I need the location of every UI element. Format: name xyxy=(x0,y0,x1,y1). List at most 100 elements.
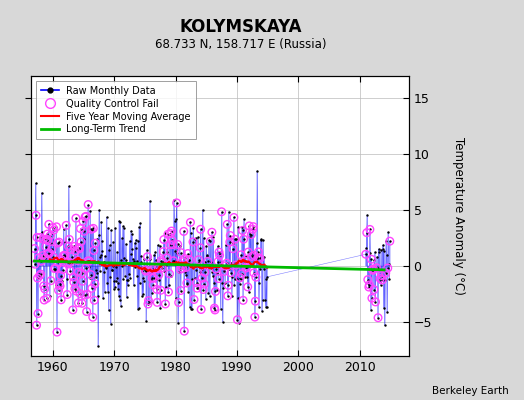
Point xyxy=(40,297,48,303)
Point xyxy=(64,243,72,249)
Point xyxy=(198,266,206,272)
Point xyxy=(43,231,51,237)
Point xyxy=(253,168,261,174)
Point xyxy=(188,306,196,312)
Point xyxy=(222,242,230,248)
Point xyxy=(112,264,121,270)
Point xyxy=(86,272,95,278)
Point xyxy=(66,268,74,274)
Point xyxy=(186,219,194,226)
Point xyxy=(244,284,252,290)
Point xyxy=(194,256,203,263)
Point xyxy=(242,253,250,259)
Point xyxy=(366,250,375,256)
Point xyxy=(210,305,219,311)
Point xyxy=(159,259,167,265)
Point xyxy=(83,258,92,264)
Point xyxy=(64,243,72,249)
Point xyxy=(95,207,104,213)
Point xyxy=(199,286,208,293)
Point xyxy=(211,288,220,295)
Point xyxy=(254,255,262,261)
Point xyxy=(212,266,220,272)
Point xyxy=(78,270,86,276)
Point xyxy=(162,284,171,290)
Point xyxy=(144,298,152,304)
Point xyxy=(59,253,67,259)
Point xyxy=(149,275,158,281)
Point xyxy=(31,261,39,268)
Point xyxy=(223,260,231,266)
Point xyxy=(87,226,95,232)
Point xyxy=(97,218,106,225)
Point xyxy=(177,250,185,256)
Point xyxy=(66,268,74,274)
Point xyxy=(209,273,217,280)
Point xyxy=(375,279,384,285)
Point xyxy=(206,238,214,244)
Point xyxy=(96,254,105,260)
Point xyxy=(154,265,162,272)
Point xyxy=(250,252,258,258)
Point xyxy=(45,221,53,228)
Point xyxy=(219,285,227,292)
Point xyxy=(225,266,234,272)
Point xyxy=(124,277,132,284)
Point xyxy=(202,296,210,302)
Point xyxy=(256,255,264,262)
Point xyxy=(148,275,156,282)
Point xyxy=(87,226,95,232)
Point xyxy=(205,293,214,300)
Point xyxy=(157,287,165,294)
Point xyxy=(118,235,126,241)
Point xyxy=(224,282,233,288)
Legend: Raw Monthly Data, Quality Control Fail, Five Year Moving Average, Long-Term Tren: Raw Monthly Data, Quality Control Fail, … xyxy=(36,81,196,139)
Point xyxy=(165,270,173,277)
Point xyxy=(215,249,223,255)
Point xyxy=(42,236,50,242)
Point xyxy=(33,234,41,240)
Point xyxy=(101,253,109,259)
Point xyxy=(177,287,185,294)
Point xyxy=(52,282,60,288)
Point xyxy=(136,280,144,286)
Point xyxy=(261,304,270,310)
Point xyxy=(46,293,54,299)
Point xyxy=(110,286,118,293)
Point xyxy=(247,251,255,257)
Point xyxy=(239,236,248,242)
Point xyxy=(93,235,102,242)
Point xyxy=(77,238,85,245)
Point xyxy=(152,286,161,292)
Point xyxy=(223,221,232,228)
Point xyxy=(386,238,394,244)
Point xyxy=(108,262,117,269)
Point xyxy=(62,222,70,228)
Point xyxy=(365,282,374,288)
Point xyxy=(243,263,252,269)
Point xyxy=(144,301,152,307)
Point xyxy=(386,238,394,244)
Point xyxy=(236,276,245,282)
Point xyxy=(80,228,88,234)
Point xyxy=(367,306,375,313)
Point xyxy=(84,264,93,271)
Point xyxy=(83,291,91,298)
Point xyxy=(257,237,266,243)
Point xyxy=(56,283,64,289)
Point xyxy=(177,287,185,294)
Point xyxy=(260,263,269,270)
Point xyxy=(159,248,168,255)
Point xyxy=(200,281,209,287)
Point xyxy=(243,274,251,280)
Point xyxy=(248,226,257,232)
Point xyxy=(145,256,154,262)
Point xyxy=(182,264,191,270)
Point xyxy=(184,288,193,295)
Point xyxy=(139,290,148,297)
Point xyxy=(42,295,51,302)
Point xyxy=(220,268,228,275)
Point xyxy=(260,253,268,260)
Point xyxy=(195,259,203,266)
Point xyxy=(383,252,391,258)
